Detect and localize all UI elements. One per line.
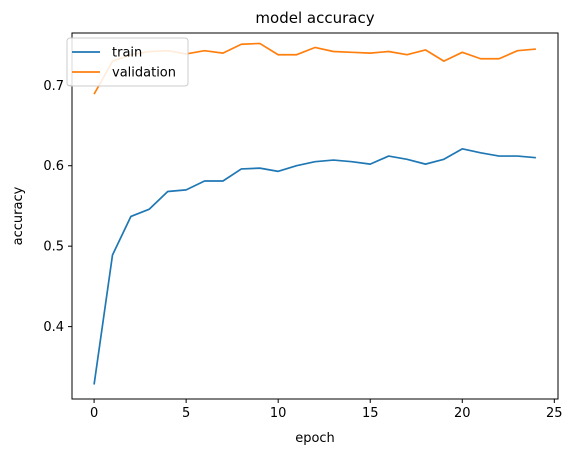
plot-frame	[71, 32, 559, 400]
x-tick-label: 15	[362, 406, 379, 421]
x-tick-label: 10	[270, 406, 287, 421]
chart-title: model accuracy	[255, 9, 374, 27]
x-tick-label: 20	[454, 406, 471, 421]
y-tick-label: 0.6	[43, 159, 64, 174]
legend-box	[66, 37, 189, 87]
x-tick-label: 25	[546, 406, 563, 421]
plot-lines	[93, 42, 536, 385]
y-tick-label: 0.5	[43, 240, 64, 255]
legend-label-train: train	[112, 46, 142, 61]
series-line-train	[93, 147, 536, 385]
y-tick-label: 0.4	[43, 320, 64, 335]
plot-axes: 0 5 10 15 20 25 0.4 0.5 0.6 0.7	[43, 32, 563, 421]
y-tick-label: 0.7	[43, 79, 64, 94]
legend-label-validation: validation	[112, 66, 176, 81]
x-tick-label: 0	[90, 406, 98, 421]
x-axis-label: epoch	[295, 431, 335, 446]
y-axis-label: accuracy	[11, 186, 26, 245]
legend: train validation	[66, 37, 189, 87]
x-tick-label: 5	[182, 406, 190, 421]
